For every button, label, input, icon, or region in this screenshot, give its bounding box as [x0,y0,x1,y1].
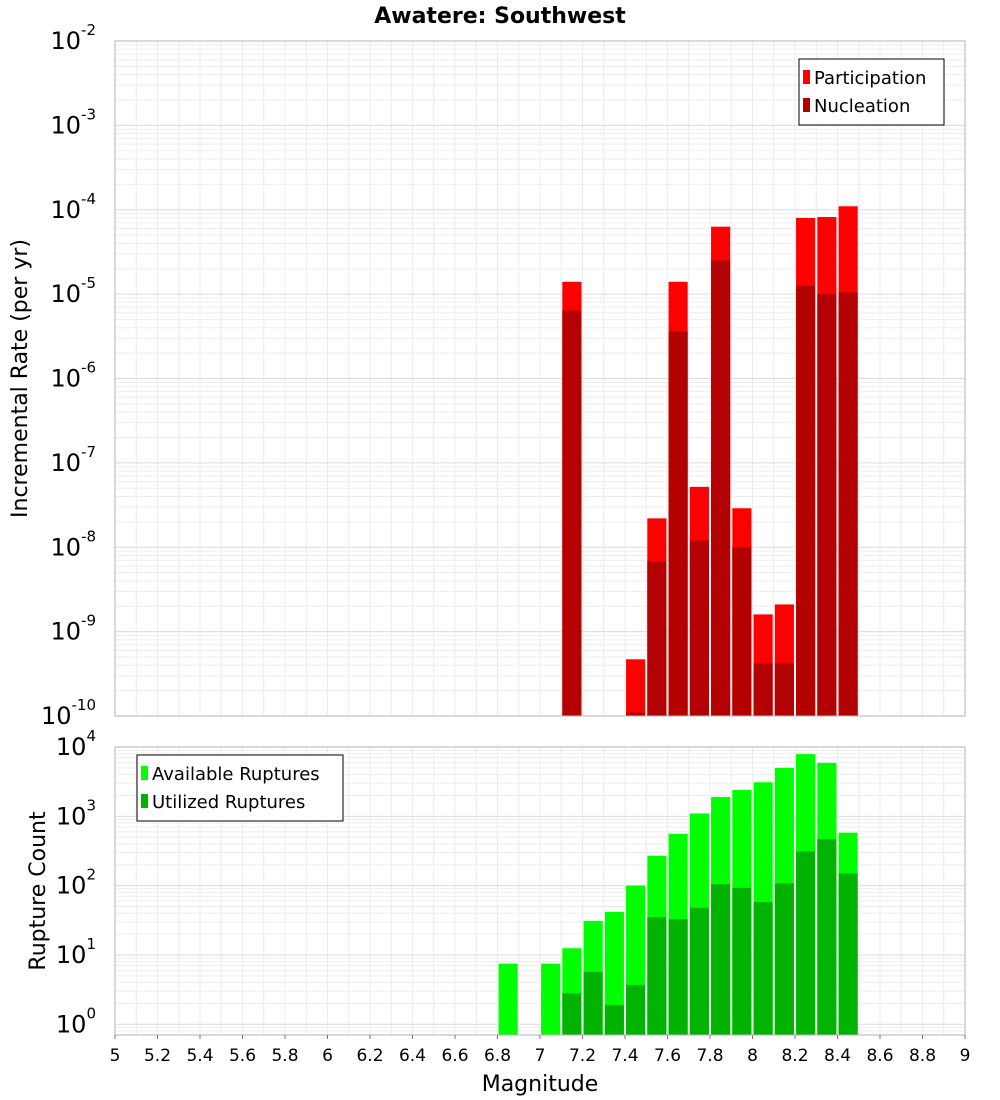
x-tick-label: 6.8 [484,1046,511,1066]
bar-utilized-ruptures [583,971,603,1035]
legend-swatch [803,98,810,112]
y-tick-label: 104 [56,727,96,761]
bar-nucleation [647,561,667,716]
bar-nucleation [753,663,773,716]
bottom-panel: 100 101 102 103 104 5 5.2 5.4 5.6 5.8 6 6.2 6.4 6.6 6… [26,727,970,1097]
top-plot-frame [114,40,966,717]
x-tick-label: 8.2 [781,1046,808,1066]
x-tick-label: 8.6 [866,1046,893,1066]
legend-box [798,58,945,126]
x-tick-label: 8.4 [824,1046,851,1066]
x-tick-label: 5.8 [271,1046,298,1066]
bar-utilized-ruptures [562,993,582,1035]
x-tick-label: 5.6 [229,1046,256,1066]
y-tick-label: 100 [56,1004,96,1038]
x-tick-label: 5.4 [186,1046,213,1066]
y-tick-label: 10-8 [50,527,96,561]
bar-nucleation [668,331,688,716]
x-tick-label: 7 [535,1046,546,1066]
y-tick-label: 10-10 [41,696,96,730]
bar-nucleation [626,712,646,716]
y-tick-label: 101 [56,935,96,969]
bar-utilized-ruptures [838,873,858,1035]
x-tick-label: 9 [960,1046,971,1066]
top-grid [114,40,966,717]
bar-nucleation [774,663,794,716]
legend-swatch [141,794,148,808]
y-tick-label: 103 [56,796,96,830]
bar-utilized-ruptures [689,907,709,1035]
legend-label: Utilized Ruptures [152,792,305,813]
y-tick-label: 10-9 [50,612,96,646]
y-tick-label: 102 [56,866,96,900]
bar-nucleation [817,294,837,716]
x-tick-label: 7.6 [654,1046,681,1066]
top-panel: 10-10 10-9 10-8 10-7 10-6 10-5 10-4 10-3 10-2 In… [8,21,966,730]
bar-utilized-ruptures [817,839,837,1035]
top-y-axis-label: Incremental Rate (per yr) [8,239,33,518]
x-tick-label: 6.2 [356,1046,383,1066]
bottom-x-ticks: 5 5.2 5.4 5.6 5.8 6 6.2 6.4 6.6 6.8 7 7.2 7.4 7.6 7.8 8… [110,1035,971,1066]
y-tick-label: 10-4 [50,190,96,224]
x-tick-label: 5.2 [144,1046,171,1066]
bottom-bars [498,754,858,1035]
x-tick-label: 5 [110,1046,121,1066]
x-tick-label: 6 [322,1046,333,1066]
bar-available-ruptures [604,911,624,1035]
x-axis-label: Magnitude [482,1072,599,1097]
legend-label: Available Ruptures [152,764,320,785]
bar-nucleation [711,260,731,716]
top-legend: Participation Nucleation [798,58,945,126]
x-tick-label: 8 [747,1046,758,1066]
bar-utilized-ruptures [647,917,667,1035]
bar-utilized-ruptures [796,851,816,1035]
bar-participation [626,659,646,716]
chart-title: Awatere: Southwest [374,4,626,29]
bar-nucleation [796,285,816,716]
top-bars [562,206,858,716]
bar-nucleation [689,540,709,716]
legend-swatch [141,766,148,780]
bar-utilized-ruptures [732,887,752,1035]
bottom-y-ticks: 100 101 102 103 104 [56,727,96,1038]
bar-available-ruptures [541,963,561,1035]
y-tick-label: 10-7 [50,443,96,477]
x-tick-label: 7.2 [569,1046,596,1066]
legend-label: Nucleation [814,96,910,117]
x-tick-label: 7.8 [696,1046,723,1066]
bottom-legend: Available Ruptures Utilized Ruptures [136,754,344,822]
bar-utilized-ruptures [668,919,688,1035]
bar-utilized-ruptures [604,1004,624,1035]
bar-nucleation [732,547,752,716]
bar-nucleation [838,292,858,716]
bar-utilized-ruptures [753,902,773,1035]
x-tick-label: 8.8 [909,1046,936,1066]
y-tick-label: 10-5 [50,274,96,308]
top-y-ticks: 10-10 10-9 10-8 10-7 10-6 10-5 10-4 10-3 10-2 [41,21,96,730]
x-tick-label: 6.6 [441,1046,468,1066]
bar-available-ruptures [498,963,518,1035]
bar-utilized-ruptures [774,883,794,1035]
x-tick-label: 6.4 [399,1046,426,1066]
x-tick-label: 7.4 [611,1046,638,1066]
y-tick-label: 10-3 [50,105,96,139]
legend-label: Participation [814,68,926,89]
y-tick-label: 10-2 [50,21,96,55]
legend-swatch [803,70,810,84]
bottom-y-axis-label: Rupture Count [26,811,51,971]
legend-box [136,754,344,822]
bar-utilized-ruptures [626,984,646,1035]
bar-utilized-ruptures [711,884,731,1035]
y-tick-label: 10-6 [50,359,96,393]
bar-nucleation [562,310,582,716]
